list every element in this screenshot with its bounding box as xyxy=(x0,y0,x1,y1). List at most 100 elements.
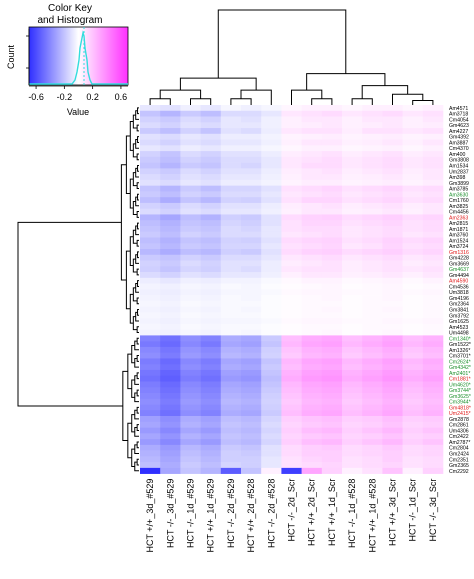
heatmap-cell xyxy=(382,231,403,238)
row-label: Gm1625 xyxy=(449,319,469,325)
column-dendrogram xyxy=(149,9,434,105)
heatmap-cell xyxy=(402,433,424,440)
heatmap-cell xyxy=(321,462,343,469)
heatmap-cell xyxy=(180,139,201,146)
heatmap-cell xyxy=(281,364,302,371)
heatmap-cell xyxy=(402,179,424,186)
heatmap-cell xyxy=(160,214,181,221)
heatmap-cell xyxy=(382,116,403,123)
heatmap-cell xyxy=(301,398,323,405)
heatmap-cell xyxy=(261,364,282,371)
heatmap-cell xyxy=(220,249,242,256)
heatmap-cell xyxy=(220,393,242,400)
heatmap-cell xyxy=(180,387,201,394)
heatmap-cell xyxy=(160,421,181,428)
heatmap-cell xyxy=(402,272,424,279)
heatmap-cell xyxy=(140,439,161,446)
color-key-histogram xyxy=(29,30,128,85)
heatmap-cell xyxy=(180,416,201,423)
heatmap-cell xyxy=(301,329,323,336)
heatmap-cell xyxy=(382,387,403,394)
heatmap-cell xyxy=(342,243,363,250)
heatmap-cell xyxy=(180,174,201,181)
heatmap-cell xyxy=(180,300,201,307)
heatmap-cell xyxy=(281,375,302,382)
heatmap-cell xyxy=(342,179,363,186)
heatmap-cell xyxy=(200,450,222,457)
column-dendrogram-branch xyxy=(159,89,202,99)
heatmap-cell xyxy=(301,243,323,250)
heatmap-cell xyxy=(261,346,282,353)
heatmap-cell xyxy=(321,151,343,158)
heatmap-cell xyxy=(281,139,302,146)
heatmap-cell xyxy=(140,306,161,313)
heatmap-cell xyxy=(241,398,262,405)
heatmap-cell xyxy=(321,375,343,382)
row-dendrogram-branch xyxy=(135,311,139,322)
heatmap-cell xyxy=(362,381,383,388)
heatmap-cell xyxy=(241,358,262,365)
heatmap-cell xyxy=(422,323,444,330)
heatmap-cell xyxy=(261,467,282,474)
column-dendrogram-branch xyxy=(149,98,171,105)
row-label: Am2787* xyxy=(449,440,470,446)
heatmap-cell xyxy=(261,427,282,434)
heatmap-cell xyxy=(422,254,444,261)
heatmap-cell xyxy=(140,151,161,158)
column-dendrogram-branch xyxy=(311,98,333,105)
column-dendrogram-branch xyxy=(240,89,272,105)
heatmap-cell xyxy=(140,329,161,336)
row-dendrogram-branch xyxy=(137,280,139,287)
row-label: Am400 xyxy=(449,152,466,158)
color-key-xlabel: Value xyxy=(67,107,89,117)
heatmap-cell xyxy=(382,179,403,186)
heatmap-cell xyxy=(140,283,161,290)
heatmap-cell xyxy=(140,237,161,244)
heatmap-cell xyxy=(402,306,424,313)
heatmap-cell xyxy=(422,168,444,175)
heatmap-cell xyxy=(382,162,403,169)
heatmap-cell xyxy=(342,260,363,267)
row-dendrogram-branch xyxy=(120,164,127,281)
row-label: Gm3669 xyxy=(449,261,469,267)
heatmap-cell xyxy=(402,387,424,394)
heatmap-cell xyxy=(220,133,242,140)
heatmap-cell xyxy=(321,249,343,256)
heatmap-cell xyxy=(281,462,302,469)
heatmap-cell xyxy=(160,174,181,181)
heatmap-cell xyxy=(382,139,403,146)
heatmap-cell xyxy=(140,277,161,284)
heatmap-cell xyxy=(200,312,222,319)
heatmap-cell xyxy=(301,381,323,388)
heatmap-cell xyxy=(281,128,302,135)
heatmap-cell xyxy=(261,289,282,296)
heatmap-cell xyxy=(281,214,302,221)
heatmap-cell xyxy=(301,369,323,377)
heatmap-cell xyxy=(362,139,383,146)
heatmap-cell xyxy=(180,151,201,158)
heatmap-cell xyxy=(241,272,262,279)
heatmap-cell xyxy=(281,295,302,302)
heatmap-cell xyxy=(261,110,282,117)
heatmap-cell xyxy=(342,352,363,359)
color-key-ylabel: Count xyxy=(6,45,16,70)
heatmap-cell xyxy=(241,346,262,353)
heatmap-cell xyxy=(402,346,424,353)
heatmap-cell xyxy=(281,398,302,405)
column-label: HCT +/+_1d_#529 xyxy=(206,479,216,553)
heatmap-cell xyxy=(241,116,262,123)
heatmap-cell xyxy=(301,151,323,158)
heatmap-cell xyxy=(422,312,444,319)
heatmap-cell xyxy=(241,110,262,117)
heatmap-cell xyxy=(402,202,424,209)
heatmap-cell xyxy=(241,145,262,152)
heatmap-cell xyxy=(261,369,282,377)
heatmap-cell xyxy=(402,254,424,261)
heatmap-cell xyxy=(261,139,282,146)
heatmap-cell xyxy=(241,179,262,186)
heatmap-cell xyxy=(362,174,383,181)
heatmap-cell xyxy=(261,156,282,163)
heatmap-cell xyxy=(321,133,343,140)
heatmap-cell xyxy=(180,329,201,336)
heatmap-cell xyxy=(261,122,282,129)
